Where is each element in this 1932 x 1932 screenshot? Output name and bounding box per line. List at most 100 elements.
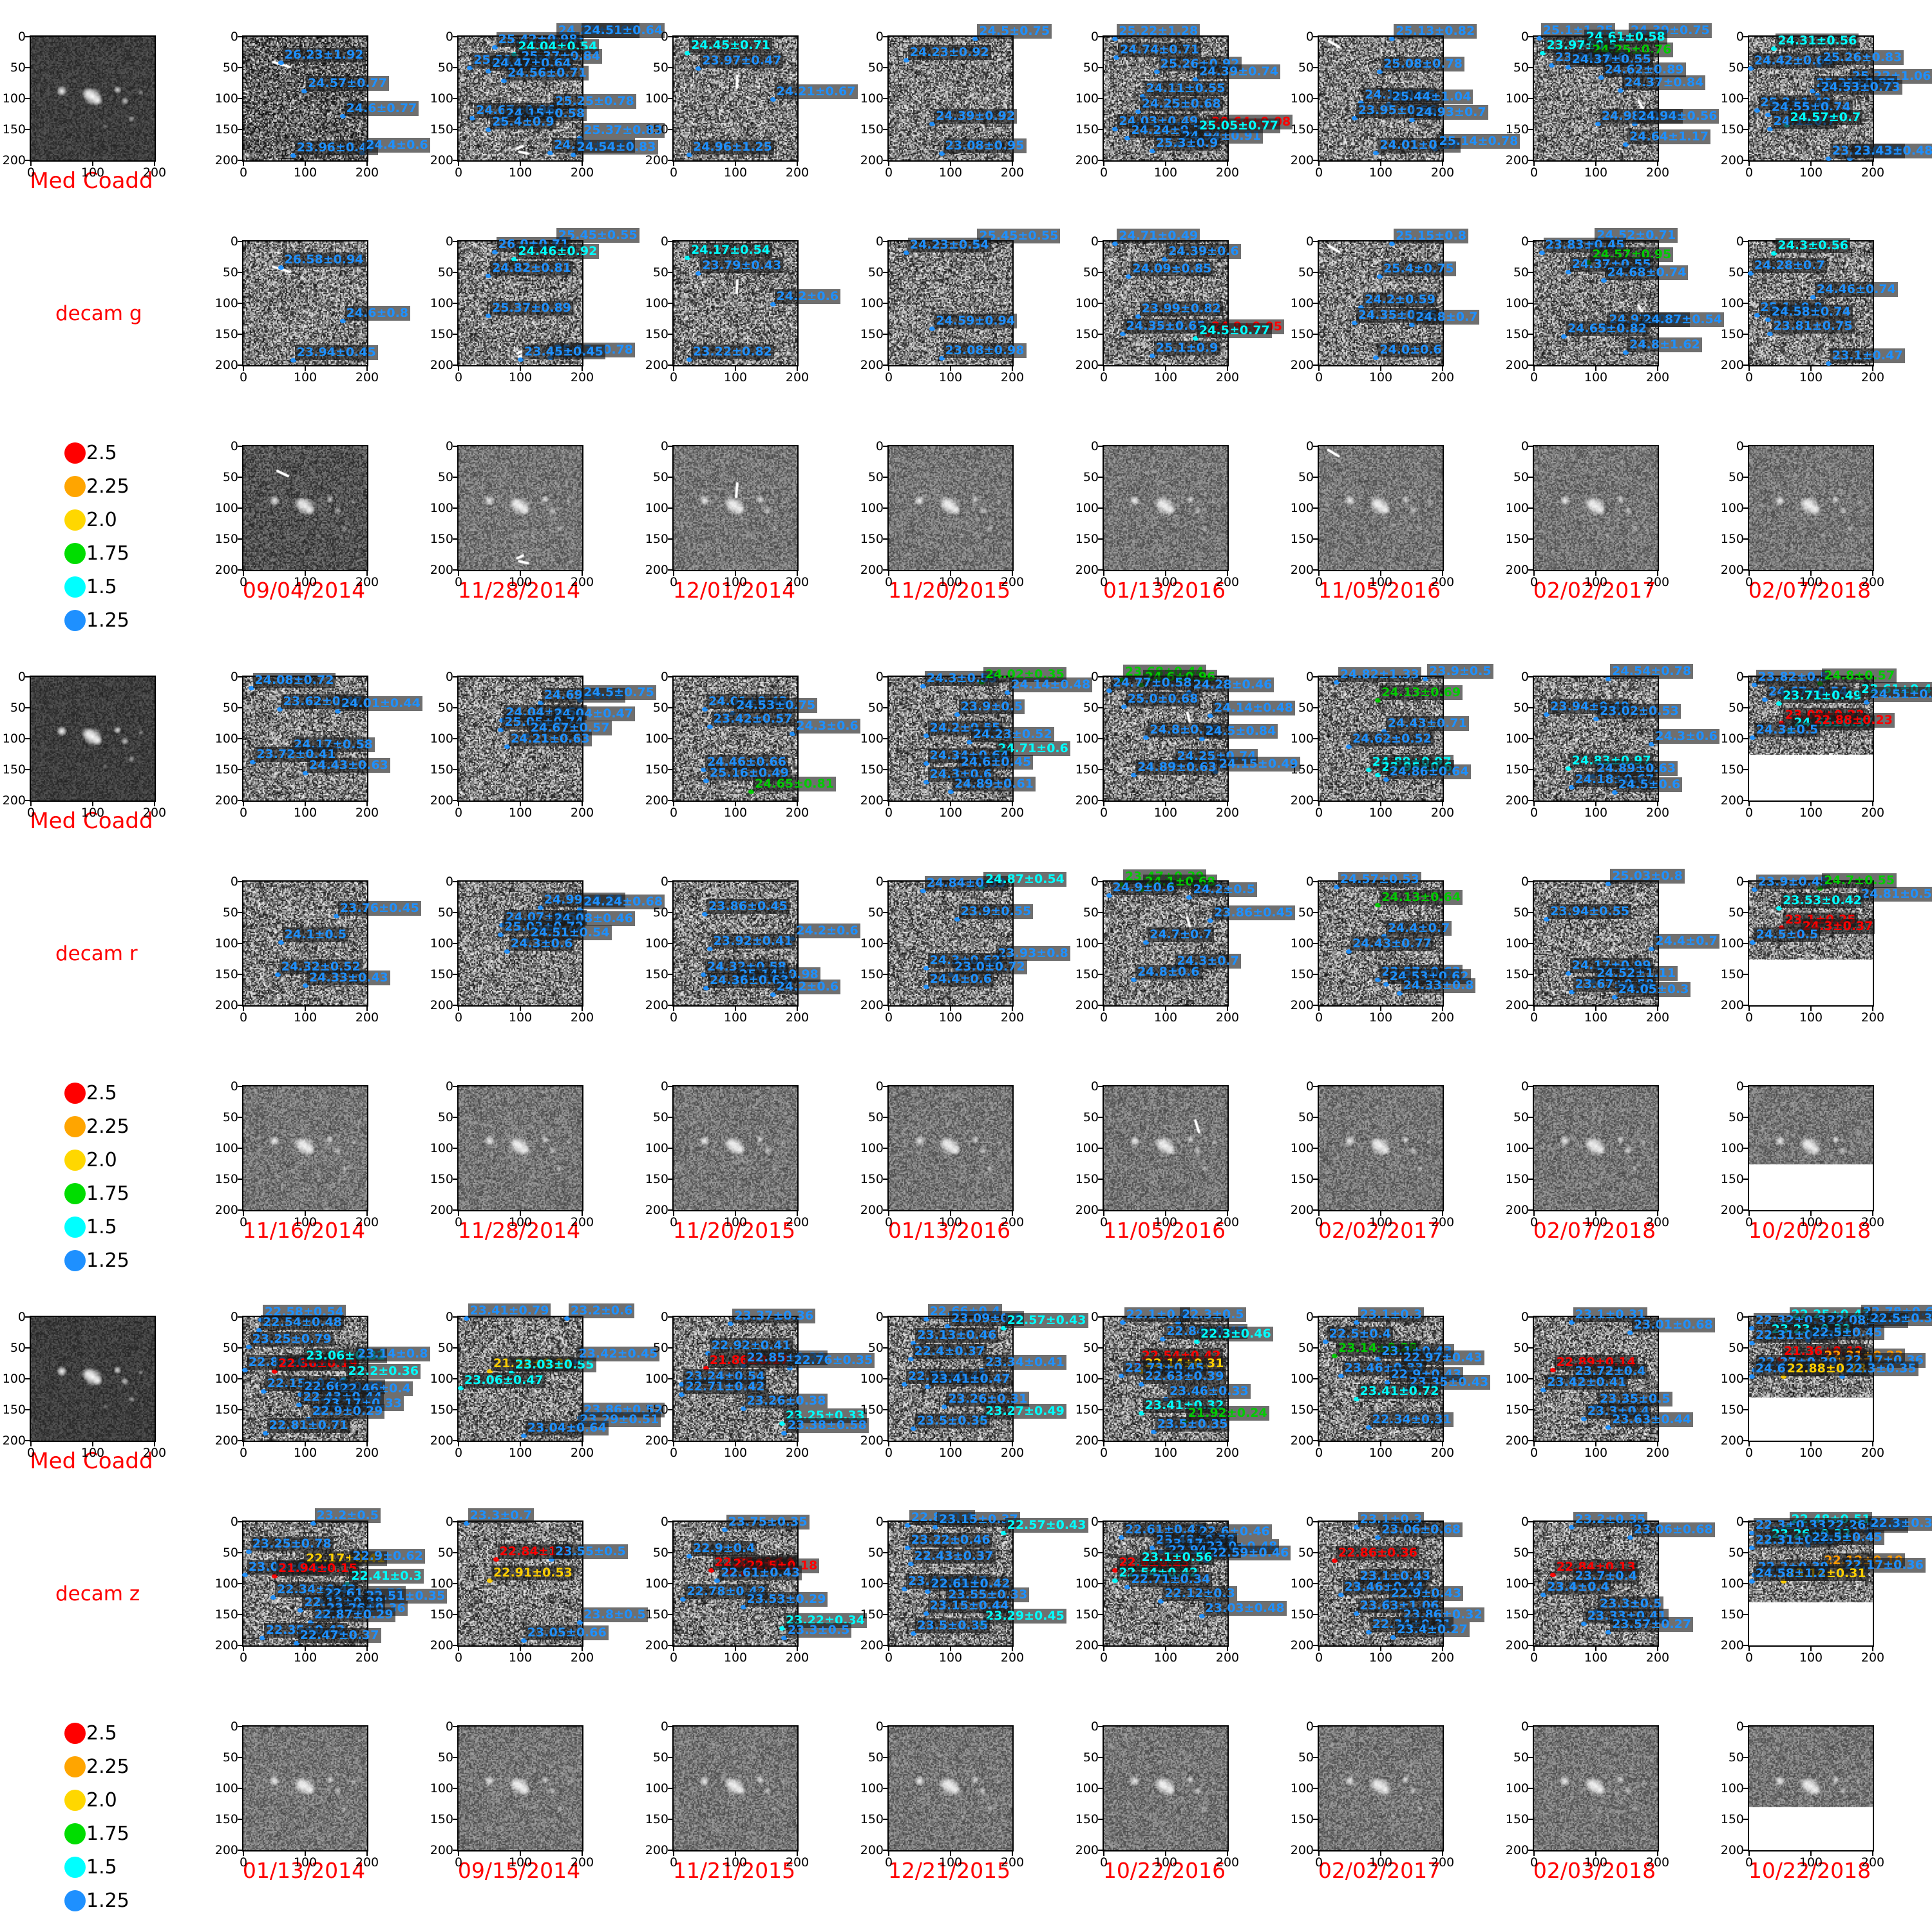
x-tick <box>735 160 736 166</box>
detection-marker <box>1390 1634 1397 1640</box>
detection-marker <box>262 1431 269 1436</box>
x-tick <box>520 1850 521 1856</box>
y-tick <box>668 1850 674 1851</box>
x-tick-label: 0 <box>454 806 463 820</box>
detection-marker <box>1333 884 1340 889</box>
y-tick <box>1098 676 1104 677</box>
tmpl-z-6: 0 50 100 150 200 0 100 200 23.2±0.35 23.06±0.68 22… <box>1503 1511 1718 1725</box>
tmpl-z-3: 050100150200010020022.8±0.423.15±0.3722.… <box>858 1510 1088 1725</box>
detection-marker <box>702 706 708 712</box>
y-tick-label: 50 <box>1728 1341 1744 1355</box>
detection-marker <box>537 905 544 911</box>
y-tick-label: 150 <box>1075 1607 1099 1622</box>
x-tick <box>243 1645 244 1651</box>
detection-label: 24.57±0.77 <box>306 76 389 91</box>
detection-marker <box>1332 1558 1338 1563</box>
legend-value: 2.25 <box>86 475 129 498</box>
y-tick-label: 150 <box>430 1172 453 1186</box>
detection-label: 24.11±0.55 <box>1144 81 1227 97</box>
x-tick-label: 100 <box>723 1651 748 1665</box>
detection-marker <box>499 923 506 928</box>
detection-marker <box>1138 1410 1144 1416</box>
y-tick-label: 100 <box>1505 1781 1529 1795</box>
detection-marker <box>1118 1535 1124 1540</box>
x-tick-label: 200 <box>570 575 594 589</box>
diff-g-2: 0 50 100 150 200 0 100 200 12/01/2014 <box>643 439 858 650</box>
y-tick-label: 0 <box>230 234 238 249</box>
y-tick-label: 100 <box>2 732 26 746</box>
y-tick-label: 50 <box>437 701 453 715</box>
sci-z-6: 0 50 100 150 200 0 100 200 23.1±0.31 23.01±0.68 22… <box>1503 1307 1718 1520</box>
x-tick-label: 0 <box>1530 1651 1539 1665</box>
tmpl-r-5-image: 0 50 100 150 200 0 100 200 24.57±0.53 24.13±0.64 2… <box>1291 871 1476 1025</box>
detection-label: 24.2±0.59 <box>1363 292 1437 307</box>
sci-r-5: 0 50 100 150 200 0 100 200 24.82±1.33 23.9±0.5 24.… <box>1288 663 1503 880</box>
y-tick <box>1743 676 1749 677</box>
detection-label: 23.82±0.5 <box>1756 669 1831 685</box>
y-tick-label: 0 <box>445 30 453 44</box>
y-tick-label: 50 <box>1083 1750 1099 1765</box>
detection-label: 23.04±0.64 <box>525 1421 609 1436</box>
tmpl-z-7-image: 050100150200010020022.48±0.5122.3±0.3322… <box>1721 1511 1932 1665</box>
y-tick-label: 100 <box>860 1372 884 1386</box>
detection-marker <box>1143 940 1150 945</box>
x-tick <box>1533 800 1535 806</box>
y-tick <box>1528 272 1534 273</box>
detection-marker <box>696 66 702 71</box>
detection-label: 23.27±0.49 <box>983 1404 1066 1419</box>
y-tick <box>453 1726 459 1727</box>
detection-marker <box>1649 946 1655 951</box>
diff-g-1: 0 50 100 150 200 0 100 200 11/28/2014 <box>428 439 643 650</box>
y-tick-label: 0 <box>1305 234 1314 249</box>
y-tick-label: 150 <box>860 1172 884 1186</box>
y-tick-label: 200 <box>430 793 453 808</box>
y-tick-label: 200 <box>1290 1203 1314 1217</box>
detection-label: 24.57±0.7 <box>1788 110 1863 126</box>
tmpl-g-3-image: 0 50 100 150 200 0 100 200 25.45±0.55 24.23±0.54 2… <box>860 228 1061 384</box>
detection-marker <box>1540 1388 1547 1393</box>
detection-marker <box>1351 115 1358 120</box>
detection-marker <box>1000 1326 1007 1331</box>
detection-label: 24.71±0.6 <box>996 741 1070 756</box>
y-tick <box>238 769 243 770</box>
y-tick <box>1313 477 1319 478</box>
detection-marker <box>1194 1340 1200 1345</box>
detection-label: 25.4±0.9 <box>490 115 556 129</box>
y-tick <box>1313 334 1319 335</box>
y-tick-label: 100 <box>1075 501 1099 515</box>
x-tick <box>1595 365 1596 371</box>
detection-marker <box>1649 741 1655 746</box>
x-tick <box>366 1850 368 1856</box>
tmpl-z-4: 050100150200010020022.61±0.4722.6±0.4623… <box>1073 1515 1291 1725</box>
y-tick <box>1098 800 1104 801</box>
x-tick <box>366 1005 368 1011</box>
detection-label: 24.43±0.71 <box>1385 716 1469 732</box>
epoch-date: 11/20/2015 <box>887 578 1011 603</box>
x-tick <box>1012 1441 1013 1446</box>
figure: 0 50 100 150 200 0 100 200 Med Coadd 0 50 100 150 200… <box>0 23 1932 1930</box>
y-tick-label: 200 <box>1720 793 1744 808</box>
detection-marker <box>1193 336 1199 341</box>
detection-marker <box>1138 1381 1144 1387</box>
detection-marker <box>1208 918 1214 923</box>
x-tick <box>305 800 306 806</box>
detection-label: 23.94±0.45 <box>294 345 378 361</box>
y-tick-label: 50 <box>222 701 238 715</box>
y-tick-label: 200 <box>645 793 668 808</box>
detection-marker <box>1143 735 1150 741</box>
x-tick-label: 100 <box>1153 1855 1178 1870</box>
sci-z-5: 0 50 100 150 200 0 100 200 23.1±0.3 22.5±0.4 23.14… <box>1288 1307 1503 1520</box>
y-tick <box>453 912 459 913</box>
sci-g-2-image: 050100150200010020024.45±0.7123.97±0.472… <box>645 30 858 180</box>
coadd-cell-r: 0 50 100 150 200 0 100 200 Med Coadd <box>0 670 213 880</box>
x-tick <box>797 1645 798 1651</box>
detection-label: 22.5±0.39 <box>1868 1311 1932 1327</box>
diff-g-7-canvas <box>1749 446 1873 570</box>
x-tick <box>154 160 155 166</box>
y-tick <box>238 67 243 68</box>
y-tick <box>1528 1440 1534 1441</box>
y-tick <box>883 738 889 739</box>
diff-z-1: 0 50 100 150 200 0 100 200 09/15/2014 <box>428 1719 643 1930</box>
x-tick <box>1103 570 1104 576</box>
detection-label: 23.1±0.3 <box>1358 1307 1425 1322</box>
